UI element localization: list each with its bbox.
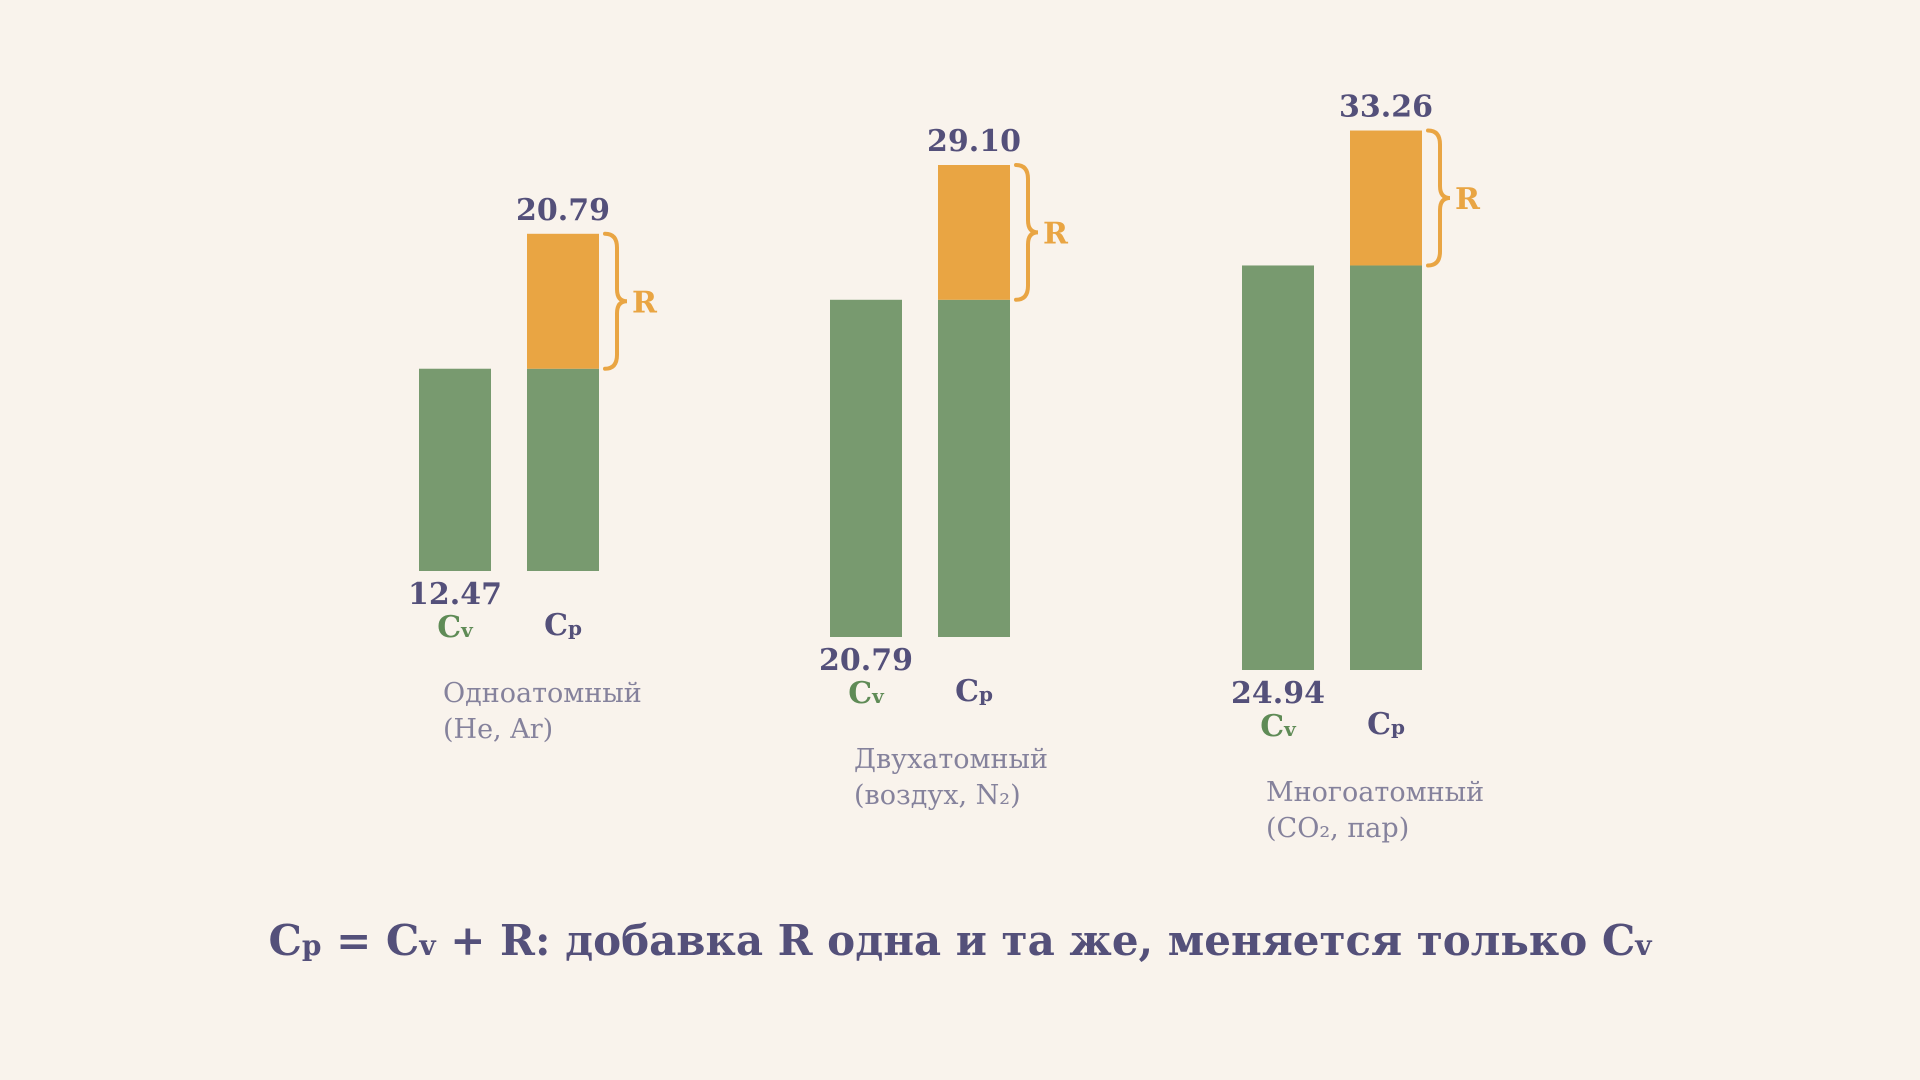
category-sublabel: (He, Ar) <box>443 714 553 745</box>
cp-bar-r-part <box>1350 130 1422 266</box>
cp-value-label: 20.79 <box>516 193 610 228</box>
cv-bar <box>1242 265 1314 670</box>
category-label: Двухатомный <box>854 744 1048 775</box>
r-segment-label: R <box>632 285 658 320</box>
cv-bar <box>419 368 491 571</box>
cp-bar-cv-part <box>1350 265 1422 670</box>
r-segment-label: R <box>1455 182 1481 217</box>
cv-bar <box>830 299 902 637</box>
cp-bar-cv-part <box>527 368 599 571</box>
cp-bar-label: Cp <box>1367 707 1405 742</box>
cv-value-label: 12.47 <box>408 577 502 612</box>
category-sublabel: (воздух, N₂) <box>854 780 1021 811</box>
category-label: Одноатомный <box>443 678 642 709</box>
r-brace <box>1014 162 1039 302</box>
cp-bar-label: Cp <box>544 608 582 643</box>
cv-bar-label: Cv <box>848 676 885 711</box>
cp-value-label: 33.26 <box>1339 90 1433 125</box>
r-brace <box>603 231 628 371</box>
cv-value-label: 20.79 <box>819 643 913 678</box>
category-label: Многоатомный <box>1266 777 1484 808</box>
cp-bar-cv-part <box>938 299 1010 637</box>
cp-bar-r-part <box>527 233 599 369</box>
cv-bar-label: Cv <box>1260 709 1297 744</box>
cp-bar-r-part <box>938 164 1010 300</box>
cv-value-label: 24.94 <box>1231 676 1325 711</box>
cp-bar-label: Cp <box>955 674 993 709</box>
r-brace <box>1426 128 1451 268</box>
cp-value-label: 29.10 <box>927 124 1021 159</box>
chart-caption: Cp = Cv + R: добавка R одна и та же, мен… <box>268 916 1652 965</box>
r-segment-label: R <box>1043 216 1069 251</box>
category-sublabel: (CO₂, пар) <box>1266 813 1409 844</box>
cv-bar-label: Cv <box>437 610 474 645</box>
